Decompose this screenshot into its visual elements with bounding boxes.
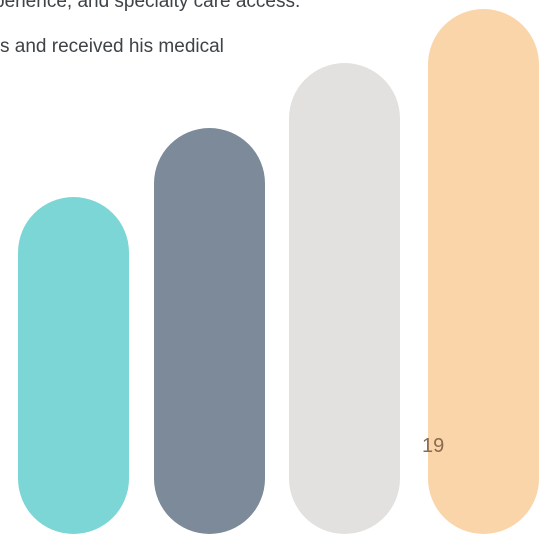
body-text-line: perience, and specialty care access. <box>0 0 301 12</box>
decorative-gray-bar <box>289 63 400 534</box>
decorative-peach-bar <box>428 9 539 534</box>
page-number: 19 <box>422 435 445 457</box>
decorative-teal-bar <box>18 197 129 534</box>
body-text-line: s and received his medical <box>0 36 224 57</box>
decorative-slate-bar <box>154 128 265 534</box>
